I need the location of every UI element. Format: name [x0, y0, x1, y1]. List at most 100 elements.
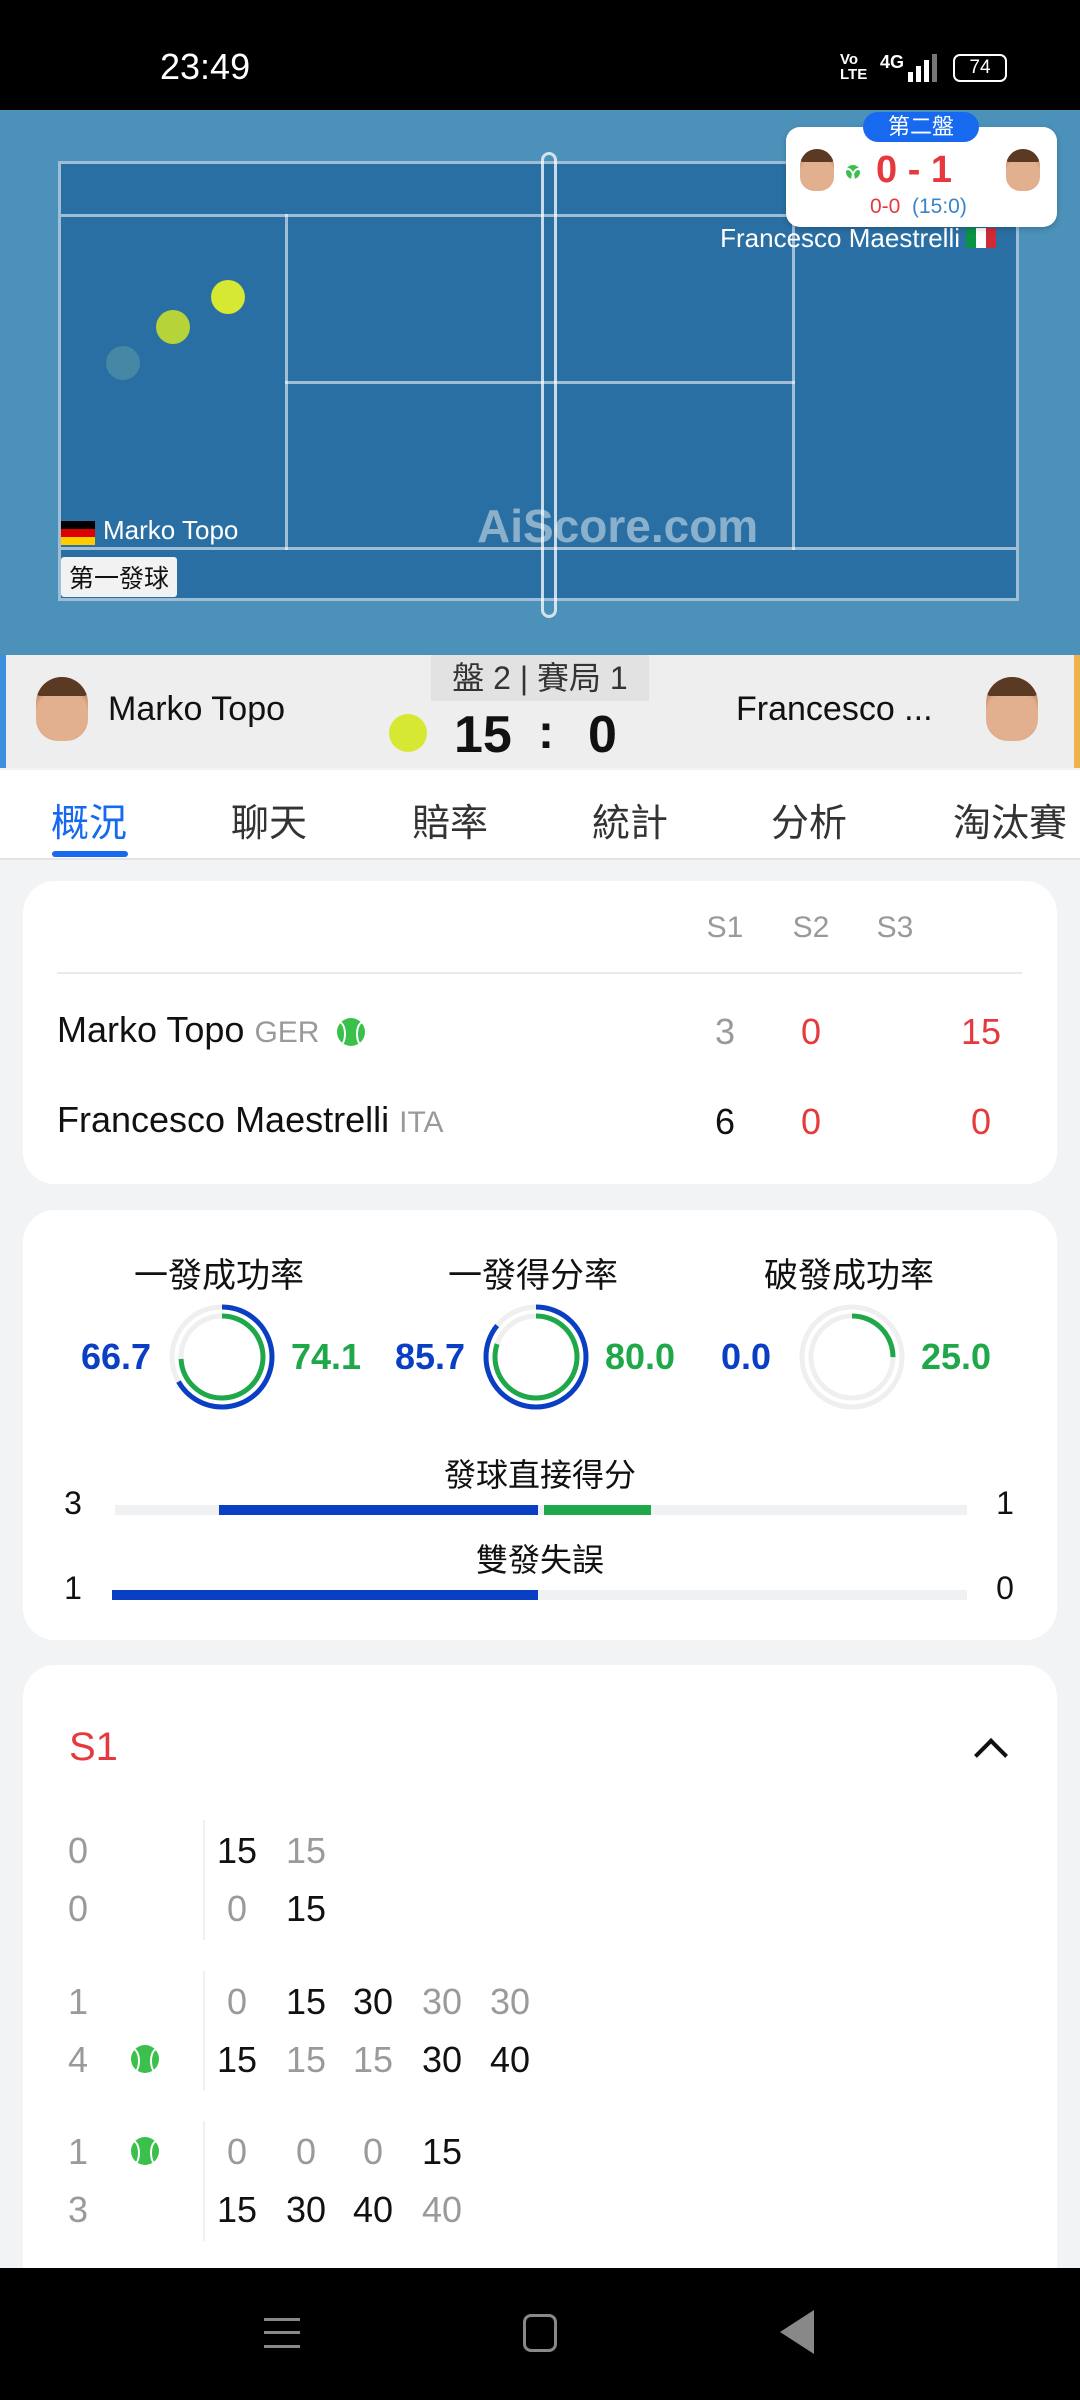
serve-label: 第一發球 — [61, 557, 178, 597]
ball-trail-icon — [156, 310, 190, 344]
bottom-games: 0 — [67, 1888, 89, 1929]
point-score: 40 — [421, 2189, 463, 2230]
tab-bar: 概況 聊天 賠率 統計 分析 淘汰賽 — [0, 770, 1080, 860]
bottom-games: 4 — [67, 2039, 89, 2080]
bar-home-fill — [112, 1590, 538, 1600]
ring-label: 一發得分率 — [448, 1257, 618, 1295]
ring-label: 破發成功率 — [764, 1257, 934, 1295]
stats-card: 一發成功率 66.7 74.1 一發得分率 85.7 80.0 破發成功率 0.0 … — [23, 1210, 1057, 1640]
point-score: 30 — [421, 1981, 463, 2022]
germany-flag-icon — [61, 521, 95, 545]
home-player-avatar — [36, 677, 88, 741]
point-score: 15 — [216, 2039, 258, 2080]
ring-chart — [799, 1304, 905, 1410]
watermark: AiScore.com — [477, 500, 759, 552]
top-games: 1 — [67, 2131, 89, 2172]
court-home-name: Marko Topo — [103, 515, 239, 545]
away-points: 0 — [970, 1101, 992, 1142]
tab-chat[interactable]: 聊天 — [230, 803, 308, 845]
home-icon[interactable] — [523, 2314, 557, 2352]
serving-ball-icon — [126, 2137, 164, 2166]
divider — [57, 972, 1022, 974]
ring-away-arc — [178, 1313, 266, 1401]
bar-away-value: 0 — [996, 1570, 1014, 1606]
ring-away-value: 74.1 — [290, 1336, 362, 1377]
point-score: 15 — [216, 1830, 258, 1871]
bottom-games: 3 — [67, 2189, 89, 2230]
point-score: 0 — [226, 1981, 248, 2022]
point-score: 15 — [285, 1981, 327, 2022]
point-by-point-card: S1 0 0 15 15 0 15 1 4 0 15 30 30 30 15 15 15 30 40 1 3… — [23, 1665, 1057, 2315]
point-score: 0 — [226, 2131, 248, 2172]
home-player-name[interactable]: Marko Topo — [108, 690, 286, 728]
ring-label: 一發成功率 — [134, 1257, 304, 1295]
ring-track — [799, 1304, 905, 1410]
header-s1: S1 — [706, 911, 744, 944]
point-score: 30 — [352, 1981, 394, 2022]
bar-home-value: 1 — [64, 1570, 82, 1606]
point-score: 40 — [489, 2039, 531, 2080]
bar-track — [115, 1505, 967, 1515]
bar-home-fill — [218, 1505, 538, 1515]
point-score: 15 — [285, 2039, 327, 2080]
home-row: Marko Topo GER — [57, 1009, 371, 1051]
away-country: ITA — [399, 1106, 444, 1139]
ball-trail-icon — [106, 346, 140, 380]
battery-icon: 74 — [953, 54, 1007, 82]
home-s1: 3 — [714, 1011, 736, 1052]
away-player-avatar — [986, 677, 1038, 741]
set-score-popup: 第二盤 0 - 1 0-0 (15:0) — [786, 112, 1057, 227]
tab-stats[interactable]: 統計 — [591, 803, 669, 845]
navigation-bar — [0, 2268, 1080, 2400]
point-score: 15 — [216, 2189, 258, 2230]
bar-label: 發球直接得分 — [443, 1457, 637, 1493]
ring-home-value: 66.7 — [80, 1336, 152, 1377]
back-icon[interactable] — [780, 2310, 814, 2354]
ring-chart — [483, 1304, 589, 1410]
tab-overview[interactable]: 概況 — [50, 803, 128, 845]
away-avatar — [1006, 149, 1040, 191]
bar-track — [115, 1590, 967, 1600]
set-label: S1 — [69, 1725, 118, 1769]
volte-icon: Vo LTE — [840, 51, 868, 83]
popup-points: (15:0) — [912, 195, 967, 218]
score-separator: : — [538, 706, 554, 759]
point-score: 30 — [421, 2039, 463, 2080]
ring-chart — [169, 1304, 275, 1410]
clock: 23:49 — [160, 46, 251, 87]
menu-icon[interactable] — [264, 2318, 300, 2348]
ring-home-arc — [169, 1304, 275, 1410]
home-points: 15 — [454, 706, 512, 764]
home-avatar — [800, 149, 834, 191]
point-score: 30 — [489, 1981, 531, 2022]
tab-analysis[interactable]: 分析 — [770, 803, 848, 845]
court-visualization: AiScore.com Marko Topo 第一發球 Francesco Ma… — [0, 110, 1080, 655]
set-badge: 第二盤 — [863, 112, 979, 142]
ring-away-value: 25.0 — [920, 1336, 992, 1377]
status-bar: 23:49 Vo LTE 4G 74 — [0, 0, 1080, 110]
away-row: Francesco Maestrelli ITA — [57, 1099, 444, 1141]
tab-bracket[interactable]: 淘汰賽 — [952, 803, 1068, 845]
point-score: 15 — [285, 1830, 327, 1871]
signal-icon — [908, 52, 937, 82]
ball-trail-icon — [211, 280, 245, 314]
point-score: 15 — [421, 2131, 463, 2172]
serving-ball-icon — [389, 714, 427, 752]
point-score: 15 — [285, 1888, 327, 1929]
point-score: 0 — [362, 2131, 384, 2172]
away-name: Francesco Maestrelli — [57, 1099, 390, 1140]
header-s2: S2 — [792, 911, 830, 944]
ring-away-arc — [492, 1313, 580, 1401]
home-points: 15 — [960, 1011, 1002, 1052]
ring-away-value: 80.0 — [604, 1336, 676, 1377]
serving-ball-icon — [841, 165, 865, 194]
live-scoreboard: Marko Topo 盤 2 | 賽局 1 15 : 0 Francesco .… — [0, 655, 1080, 768]
net — [541, 152, 557, 618]
chevron-up-icon[interactable] — [974, 1738, 1008, 1772]
away-player-name[interactable]: Francesco ... — [736, 690, 933, 728]
home-name: Marko Topo — [57, 1009, 245, 1050]
tennis-court: AiScore.com Marko Topo 第一發球 Francesco Ma… — [58, 152, 1019, 618]
popup-games: 0-0 — [870, 195, 901, 218]
top-games: 0 — [67, 1830, 89, 1871]
tab-odds[interactable]: 賠率 — [411, 803, 489, 845]
